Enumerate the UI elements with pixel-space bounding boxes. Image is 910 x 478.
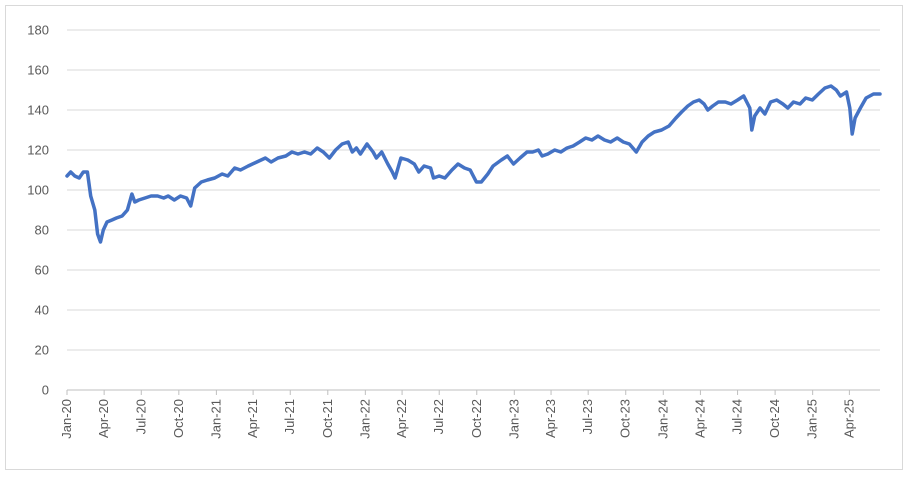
y-tick-label: 120: [27, 143, 49, 158]
x-tick-label: Jan-22: [357, 399, 372, 439]
x-tick-label: Oct-21: [320, 399, 335, 438]
y-tick-label: 100: [27, 183, 49, 198]
series-line-1: [65, 84, 882, 244]
x-tick-label: Apr-20: [96, 399, 111, 438]
x-tick-label: Oct-24: [767, 399, 782, 438]
x-tick-label: Oct-22: [469, 399, 484, 438]
x-tick-label: Oct-23: [618, 399, 633, 438]
x-tick-label: Jul-20: [133, 399, 148, 434]
y-tick-label: 180: [27, 23, 49, 38]
series-lines: [65, 84, 882, 244]
y-tick-label: 20: [35, 343, 49, 358]
x-tick-label: Jul-21: [282, 399, 297, 434]
x-tick-label: Apr-21: [245, 399, 260, 438]
x-tick-label: Jan-21: [208, 399, 223, 439]
gridlines: [67, 29, 880, 351]
x-tick-label: Jul-24: [730, 399, 745, 434]
chart-frame: [5, 5, 903, 470]
y-tick-label: 40: [35, 303, 49, 318]
x-tick-label: Apr-25: [841, 399, 856, 438]
x-tick-label: Jan-24: [655, 399, 670, 439]
x-tick-label: Jan-23: [506, 399, 521, 439]
x-tick-label: Jan-25: [805, 399, 820, 439]
y-axis-tick-labels: 0 20 40 60 80 100 120 140 160 180: [27, 23, 49, 398]
x-axis-tick-labels: Jan-20 Apr-20 Jul-20 Oct-20 Jan-21 Apr-21 Jul-…: [59, 390, 856, 439]
y-tick-label: 60: [35, 263, 49, 278]
x-tick-label: Apr-24: [692, 399, 707, 438]
y-tick-label: 140: [27, 103, 49, 118]
y-tick-label: 160: [27, 63, 49, 78]
y-tick-label: 0: [42, 383, 49, 398]
x-tick-label: Apr-23: [543, 399, 558, 438]
x-tick-label: Jul-23: [580, 399, 595, 434]
x-tick-label: Jan-20: [59, 399, 74, 439]
y-tick-label: 80: [35, 223, 49, 238]
x-tick-label: Apr-22: [394, 399, 409, 438]
x-tick-label: Oct-20: [171, 399, 186, 438]
x-tick-label: Jul-22: [431, 399, 446, 434]
